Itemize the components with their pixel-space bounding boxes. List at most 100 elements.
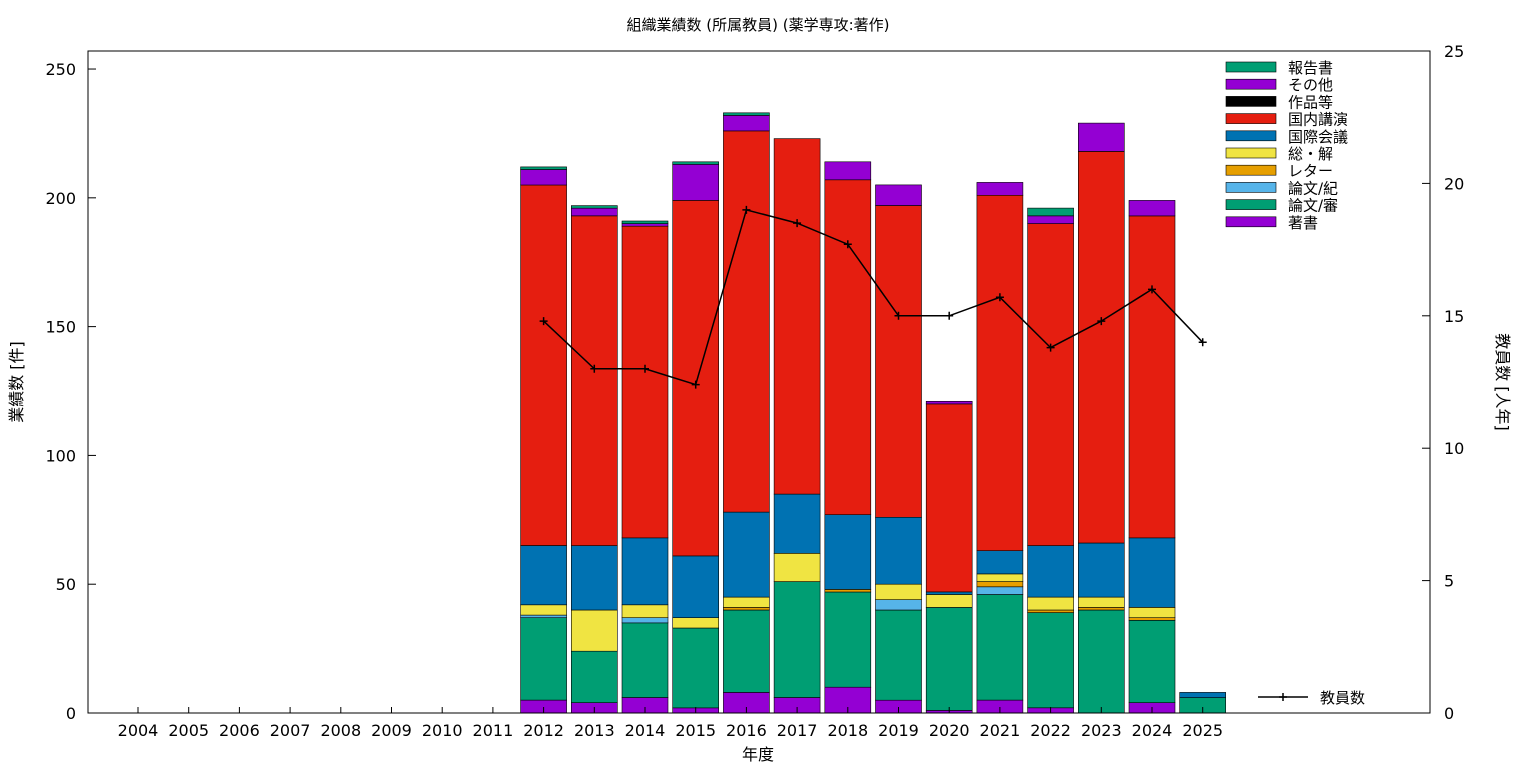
bar-2012-s2 [520, 614, 567, 618]
bar-2022-s8 [1027, 215, 1074, 224]
bar-2023-s1 [1078, 609, 1125, 714]
bar-2020-s5 [925, 591, 973, 595]
bar-2016-s3 [723, 607, 770, 611]
line-point-2012 [539, 317, 548, 326]
y-tick-label: 100 [45, 446, 76, 465]
line-point-2015 [691, 380, 700, 389]
bar-2018-s8 [824, 161, 872, 181]
bar-2020-s6 [925, 403, 973, 593]
bar-2017-s6 [773, 138, 821, 495]
bar-2013-s6 [570, 215, 618, 546]
bar-2024-s8 [1128, 200, 1176, 217]
x-tick-label: 2024 [1132, 721, 1173, 740]
bar-2012-s6 [520, 184, 567, 546]
y-tick-label: 150 [45, 318, 76, 337]
x-tick-label: 2005 [168, 721, 209, 740]
legend-swatch [1225, 130, 1277, 142]
y2-tick-label: 10 [1444, 439, 1464, 458]
bar-2020-s8 [925, 400, 973, 405]
legend-swatch [1225, 113, 1277, 124]
bar-2019-s4 [875, 583, 922, 601]
line-point-2020 [945, 311, 954, 320]
legend-label: 作品等 [1288, 93, 1333, 111]
x-tick-label: 2010 [422, 721, 463, 740]
legend-label: 著書 [1288, 214, 1318, 232]
legend-line-label: 教員数 [1320, 689, 1365, 707]
bar-2018-s6 [824, 179, 872, 515]
x-tick-label: 2012 [523, 721, 564, 740]
x-tick-label: 2018 [827, 721, 868, 740]
bar-2021-s8 [976, 182, 1024, 196]
x-tick-label: 2015 [675, 721, 716, 740]
bar-2017-s4 [773, 552, 821, 582]
line-point-2022 [1046, 343, 1055, 352]
bar-2017-s1 [773, 581, 821, 698]
legend-swatch [1225, 199, 1277, 210]
bar-2016-s8 [723, 115, 770, 132]
line-series-path [543, 208, 1204, 386]
y-tick-label: 250 [45, 60, 76, 79]
legend-label: その他 [1288, 76, 1333, 94]
x-tick-label: 2019 [878, 721, 919, 740]
line-series-group [539, 205, 1207, 389]
legend-label: 国内講演 [1288, 111, 1348, 129]
bar-2024-s3 [1128, 617, 1176, 621]
bar-2022-s4 [1027, 596, 1074, 611]
bar-2014-s2 [621, 617, 669, 624]
bar-2023-s5 [1078, 542, 1125, 598]
bar-2023-s8 [1078, 122, 1125, 152]
bar-2023-s3 [1078, 607, 1125, 611]
bar-2019-s8 [875, 184, 922, 206]
x-tick-label: 2013 [574, 721, 615, 740]
line-point-2018 [843, 240, 852, 249]
bar-2021-s6 [976, 194, 1024, 551]
bar-2021-s4 [976, 573, 1024, 582]
x-tick-label: 2007 [270, 721, 311, 740]
bar-2023-s6 [1078, 151, 1125, 544]
bar-2012-s5 [520, 545, 567, 606]
bar-2024-s5 [1128, 537, 1176, 608]
bar-2016-s6 [723, 130, 770, 513]
x-tick-label: 2008 [320, 721, 361, 740]
x-tick-label: 2023 [1081, 721, 1122, 740]
bar-2012-s4 [520, 604, 567, 616]
bar-2022-s6 [1027, 223, 1074, 546]
bar-2021-s1 [976, 594, 1024, 701]
bar-2016-s4 [723, 596, 770, 608]
x-tick-label: 2017 [777, 721, 818, 740]
bar-2022-s9 [1027, 207, 1074, 217]
bar-2018-s1 [824, 591, 872, 688]
line-point-2023 [1097, 317, 1106, 326]
bar-2021-s3 [976, 581, 1024, 588]
bar-2016-s9 [723, 112, 770, 116]
bar-2025-s5 [1179, 692, 1226, 698]
x-tick-label: 2020 [929, 721, 970, 740]
bar-2018-s5 [824, 514, 872, 590]
legend-label: 論文/紀 [1288, 179, 1338, 197]
legend-swatch [1225, 147, 1277, 159]
legend-label: 論文/審 [1288, 197, 1338, 215]
bar-2021-s2 [976, 586, 1024, 595]
bar-2014-s1 [621, 622, 669, 698]
y-tick-label: 0 [66, 704, 76, 723]
x-tick-label: 2025 [1182, 721, 1223, 740]
bar-2016-s5 [723, 511, 770, 598]
x-tick-label: 2016 [726, 721, 767, 740]
y2-tick-label: 0 [1444, 704, 1454, 723]
bar-2022-s1 [1027, 612, 1074, 709]
bar-2013-s1 [570, 650, 618, 704]
y-axis-label: 業績数 [件] [7, 341, 26, 423]
legend-swatch [1225, 216, 1277, 228]
y-tick-label: 200 [45, 189, 76, 208]
bar-2018-s3 [824, 589, 872, 593]
bar-2015-s1 [672, 627, 720, 709]
line-point-2021 [995, 293, 1004, 302]
legend-label: 総・解 [1288, 145, 1333, 163]
bar-2024-s6 [1128, 215, 1176, 539]
bar-stack-group [520, 112, 1226, 714]
y2-tick-label: 20 [1444, 174, 1464, 193]
y2-tick-label: 5 [1444, 572, 1454, 591]
x-tick-label: 2022 [1030, 721, 1071, 740]
bar-2024-s4 [1128, 607, 1176, 619]
